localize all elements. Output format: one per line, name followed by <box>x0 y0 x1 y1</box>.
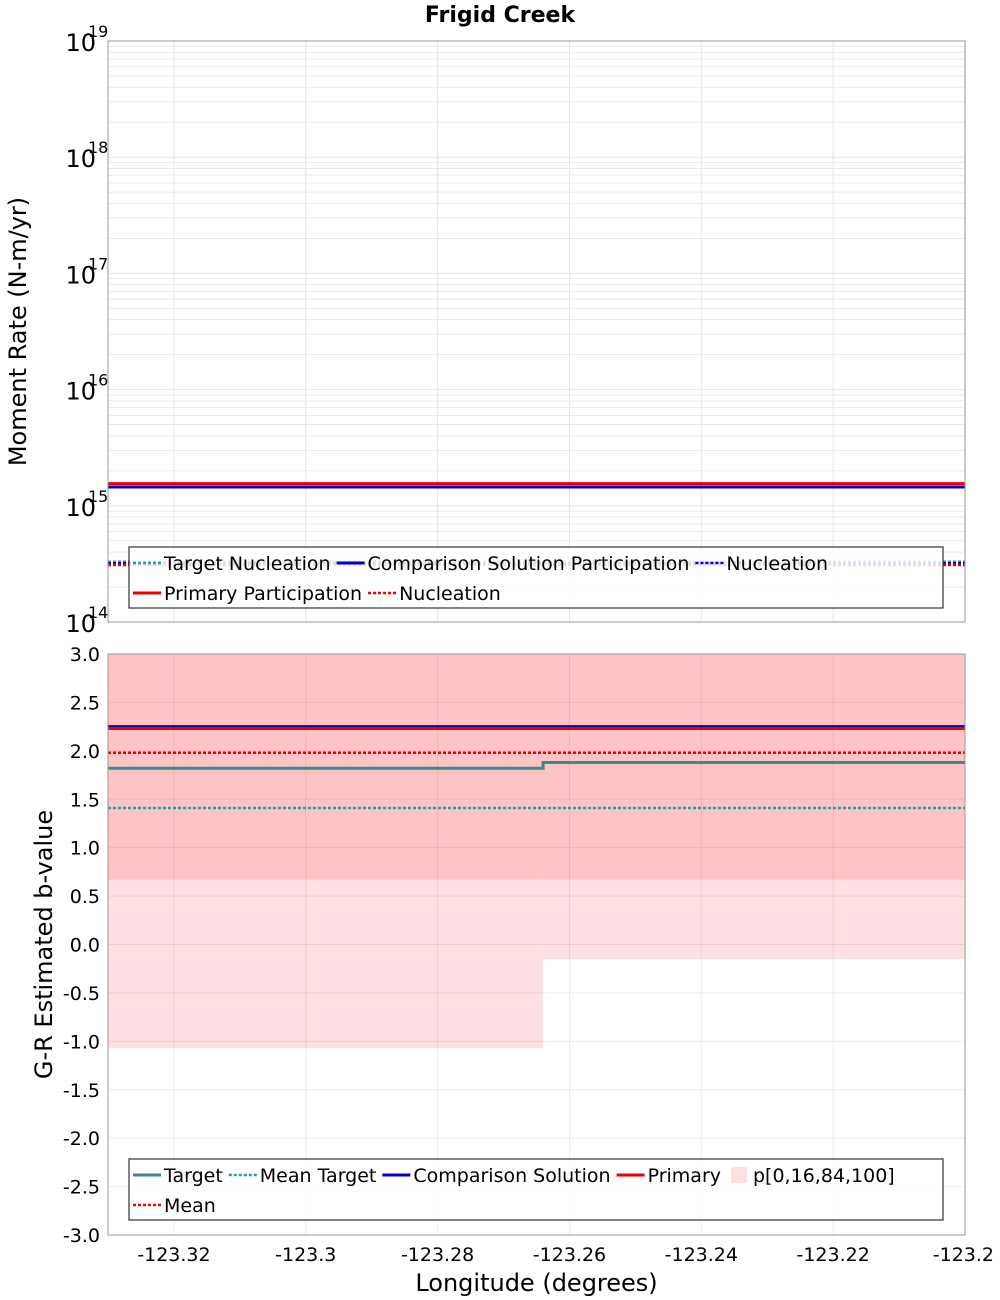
y-axis-label: Moment Rate (N-m/yr) <box>4 197 32 466</box>
x-axis-label: Longitude (degrees) <box>415 1269 657 1297</box>
x-tick-label: -123.32 <box>137 1244 210 1266</box>
legend-label: Nucleation <box>726 553 828 575</box>
chart-title: Frigid Creek <box>425 3 577 28</box>
legend-swatch <box>731 1167 747 1183</box>
x-tick-label: -123.3 <box>275 1244 336 1266</box>
plot-frame <box>107 653 966 1236</box>
x-tick-label: -123.2 <box>933 1244 994 1266</box>
legend-label: Mean Target <box>260 1165 377 1187</box>
y-tick-label: -1.5 <box>63 1080 100 1102</box>
y-tick-label: 2.0 <box>70 741 100 763</box>
legend-label: p[0,16,84,100] <box>753 1165 895 1187</box>
y-tick-label: 0.0 <box>70 935 100 957</box>
y-tick-label: 10 <box>65 610 96 638</box>
plot-frame <box>107 40 966 623</box>
y-axis-label: G-R Estimated b-value <box>30 810 58 1079</box>
x-tick-label: -123.26 <box>533 1244 606 1266</box>
x-tick-label: -123.28 <box>401 1244 474 1266</box>
y-tick-label: 10 <box>65 378 96 406</box>
y-tick-label: 10 <box>65 261 96 289</box>
y-tick-exponent: 16 <box>88 371 108 390</box>
y-tick-label: 1.5 <box>70 789 100 811</box>
y-tick-label: -2.0 <box>63 1128 100 1150</box>
y-tick-label: 3.0 <box>70 644 100 666</box>
y-tick-label: 1.0 <box>70 838 100 860</box>
x-tick-label: -123.24 <box>665 1244 738 1266</box>
legend-label: Comparison Solution Participation <box>368 553 690 575</box>
y-tick-label: -1.0 <box>63 1031 100 1053</box>
legend: Target Mean Target Comparison Solution Prim… <box>128 1158 944 1221</box>
legend-box <box>128 546 944 609</box>
band-inner-1 <box>543 654 965 880</box>
y-tick-exponent: 15 <box>88 487 108 506</box>
grid <box>108 41 966 623</box>
legend-label: Target <box>163 1165 223 1187</box>
x-tick-label: -123.22 <box>796 1244 869 1266</box>
legend-label: Target Nucleation <box>163 553 331 575</box>
series-line-0 <box>108 760 965 770</box>
y-tick-label: 10 <box>65 29 96 57</box>
y-tick-exponent: 17 <box>88 254 108 273</box>
y-tick-label: -3.0 <box>63 1225 100 1247</box>
legend: Target Nucleation Comparison Solution Par… <box>128 546 944 609</box>
y-tick-label: 10 <box>65 145 96 173</box>
legend-label: Nucleation <box>399 583 501 605</box>
legend-label: Primary Participation <box>164 583 362 605</box>
legend-label: Mean <box>164 1195 216 1217</box>
y-tick-exponent: 14 <box>88 603 108 622</box>
y-tick-exponent: 19 <box>88 22 108 41</box>
y-tick-label: 2.5 <box>70 692 100 714</box>
legend-label: Primary <box>648 1165 721 1187</box>
y-tick-label: 10 <box>65 494 96 522</box>
y-tick-label: -2.5 <box>63 1177 100 1199</box>
b-value-panel: 3.0 2.5 2.0 1.5 1.0 0.5 0.0 -0.5 -1.0 -1.5 -2.0 -2.… <box>30 644 994 1297</box>
y-tick-exponent: 18 <box>88 138 108 157</box>
y-tick-label: -0.5 <box>63 983 100 1005</box>
y-tick-label: 0.5 <box>70 886 100 908</box>
legend-box <box>128 1158 944 1221</box>
legend-label: Comparison Solution <box>413 1165 610 1187</box>
